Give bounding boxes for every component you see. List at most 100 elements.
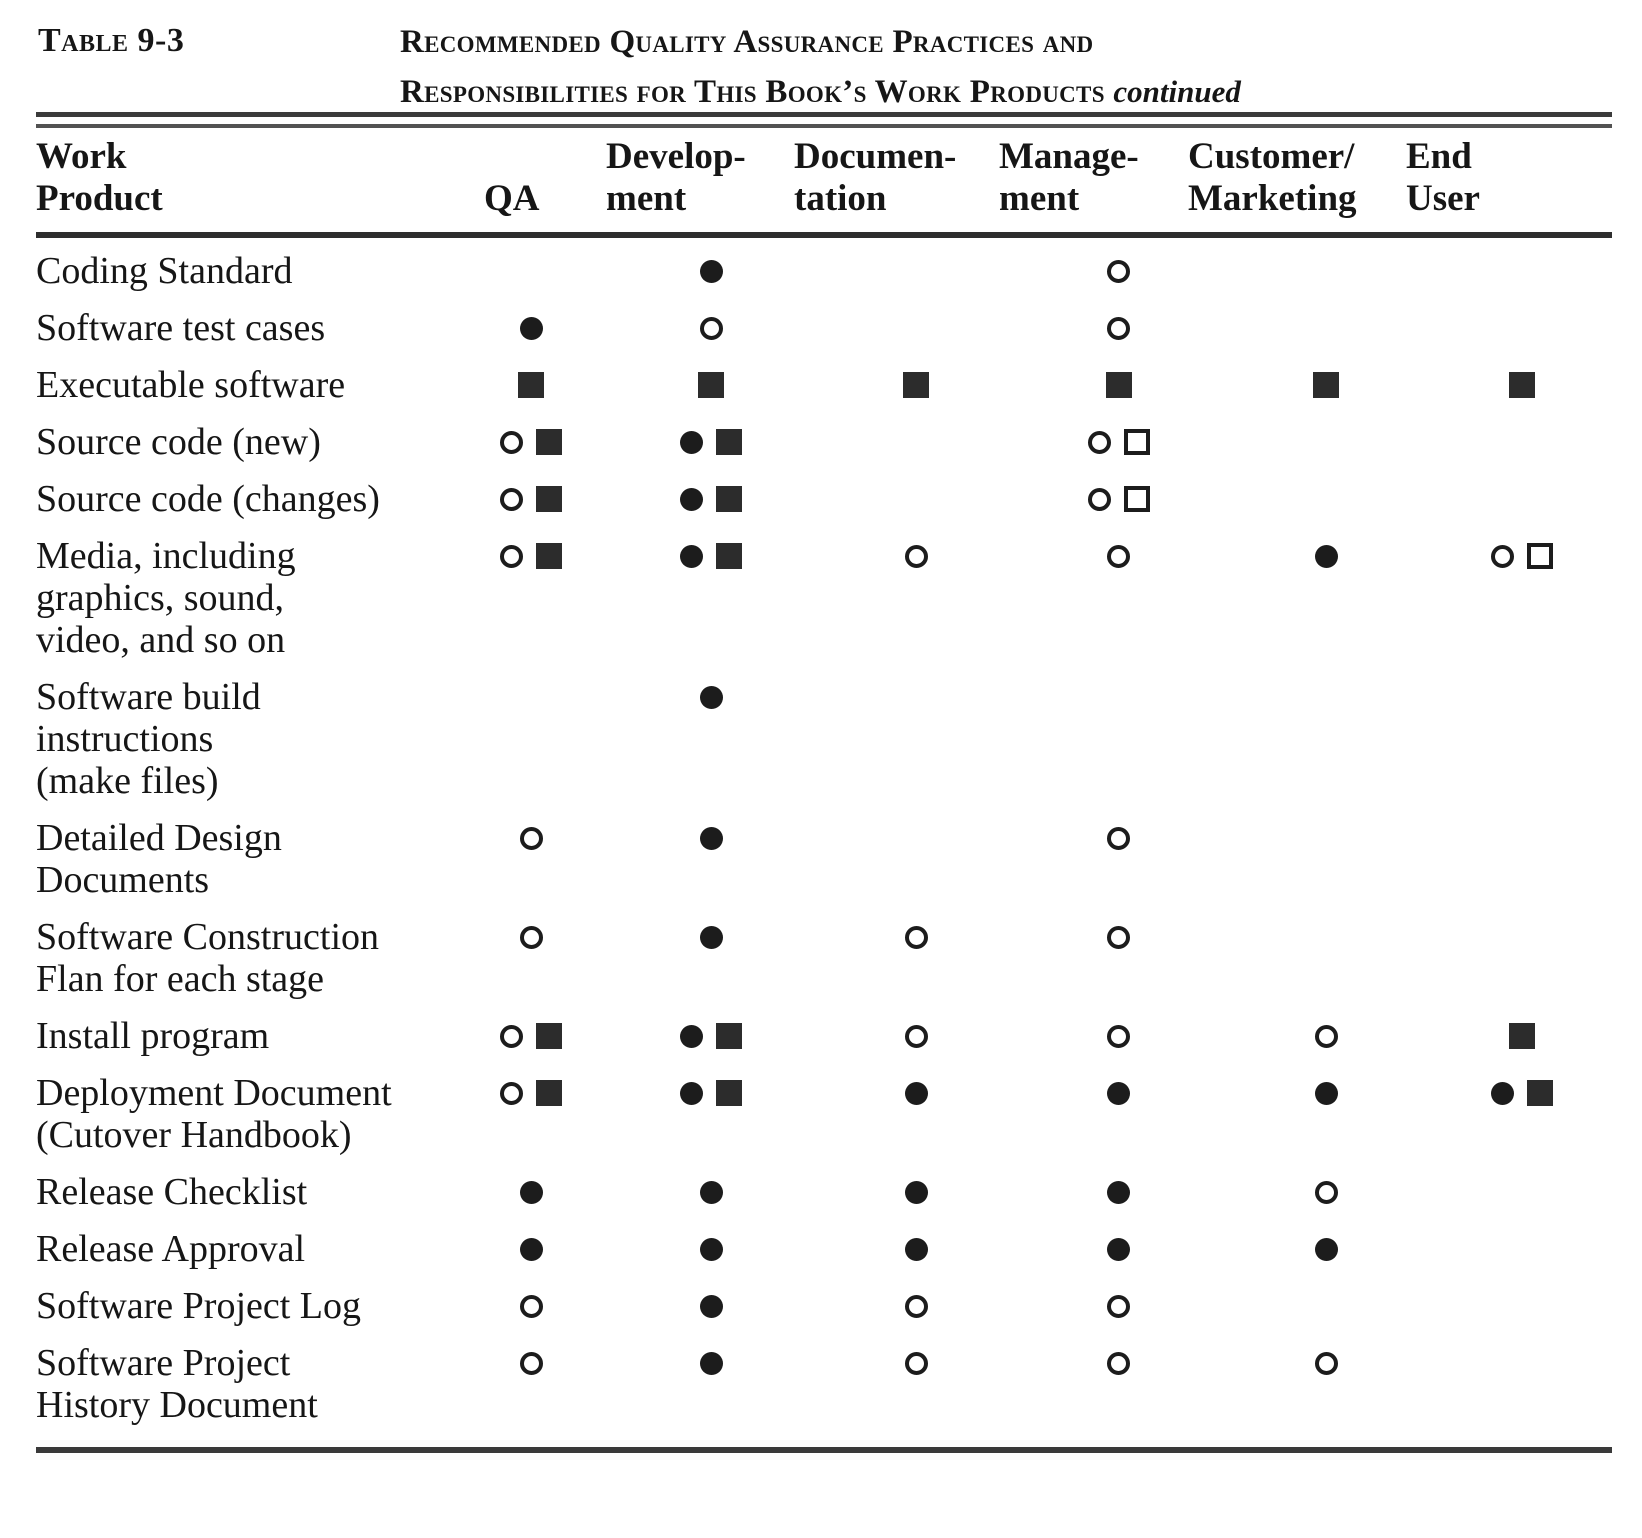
filled-circle-icon — [699, 1294, 723, 1318]
symbol-cell — [606, 916, 816, 958]
symbol-cell — [606, 1342, 816, 1384]
filled-square-icon — [716, 1023, 742, 1049]
symbol-cell — [816, 1228, 1016, 1270]
symbol-cell — [1221, 1342, 1431, 1384]
symbol-cell — [816, 817, 1016, 859]
table-row: Media, including graphics, sound, video,… — [36, 535, 1612, 661]
symbol-cell — [606, 307, 816, 349]
open-circle-icon — [1490, 544, 1514, 568]
filled-circle-icon — [1314, 1237, 1338, 1261]
row-label: Coding Standard — [36, 250, 293, 292]
filled-square-icon — [1313, 372, 1339, 398]
symbol-cell — [1016, 817, 1221, 859]
filled-circle-icon — [904, 1081, 928, 1105]
symbol-cell — [1016, 1285, 1221, 1327]
symbol-cell — [456, 676, 606, 718]
filled-circle-icon — [519, 316, 543, 340]
table-row: Software Project History Document — [36, 1342, 1612, 1426]
filled-square-icon — [1526, 1080, 1553, 1106]
symbol-cell — [456, 421, 606, 463]
symbol-cell — [456, 250, 606, 292]
row-label: Software test cases — [36, 307, 326, 349]
table-row: Detailed Design Documents — [36, 817, 1612, 901]
symbol-cell — [1016, 916, 1221, 958]
open-circle-icon — [519, 1351, 543, 1375]
row-label: Deployment Document (Cutover Handbook) — [36, 1072, 392, 1156]
symbol-cell — [606, 421, 816, 463]
row-label: Software Construction Flan for each stag… — [36, 916, 380, 1000]
column-header: Customer/ Marketing — [1188, 136, 1357, 219]
symbol-cell — [1431, 916, 1612, 958]
open-circle-icon — [519, 826, 543, 850]
symbol-cell — [456, 1228, 606, 1270]
symbol-cell — [1016, 1228, 1221, 1270]
symbol-cell — [1431, 1228, 1612, 1270]
filled-circle-icon — [904, 1180, 928, 1204]
filled-circle-icon — [699, 826, 723, 850]
symbol-cell — [816, 421, 1016, 463]
symbol-cell — [1221, 1228, 1431, 1270]
symbol-cell — [1016, 1342, 1221, 1384]
symbol-cell — [1431, 535, 1612, 577]
symbol-cell — [1016, 364, 1221, 406]
symbol-cell — [606, 535, 816, 577]
table-header-row: Work Product QA Develop- ment Documen- tati… — [36, 128, 1612, 232]
row-label: Release Approval — [36, 1228, 306, 1270]
qa-responsibilities-table: Work Product QA Develop- ment Documen- tati… — [36, 112, 1612, 1453]
symbol-cell — [1431, 676, 1612, 718]
header-separator-rule — [36, 232, 1612, 238]
symbol-cell — [1221, 1072, 1431, 1114]
symbol-cell — [816, 1072, 1016, 1114]
open-circle-icon — [1314, 1351, 1338, 1375]
column-header: Develop- ment — [606, 136, 746, 219]
symbol-cell — [1016, 1072, 1221, 1114]
filled-square-icon — [536, 1023, 562, 1049]
open-square-icon — [1123, 429, 1150, 455]
symbol-cell — [456, 916, 606, 958]
symbol-cell — [1221, 421, 1431, 463]
row-label: Software Project History Document — [36, 1342, 318, 1426]
symbol-cell — [456, 817, 606, 859]
row-label: Media, including graphics, sound, video,… — [36, 535, 296, 661]
row-label: Detailed Design Documents — [36, 817, 282, 901]
open-square-icon — [1526, 543, 1553, 569]
symbol-cell — [456, 307, 606, 349]
symbol-cell — [1431, 250, 1612, 292]
filled-circle-icon — [1490, 1081, 1514, 1105]
symbol-cell — [1431, 1285, 1612, 1327]
symbol-cell — [1221, 817, 1431, 859]
filled-circle-icon — [519, 1180, 543, 1204]
table-row: Software test cases — [36, 307, 1612, 349]
symbol-cell — [1016, 478, 1221, 520]
row-label: Executable software — [36, 364, 346, 406]
filled-circle-icon — [680, 1024, 703, 1048]
filled-square-icon — [698, 372, 724, 398]
filled-square-icon — [536, 486, 562, 512]
filled-circle-icon — [699, 1351, 723, 1375]
open-circle-icon — [519, 1294, 543, 1318]
table-row: Install program — [36, 1015, 1612, 1057]
symbol-cell — [606, 364, 816, 406]
symbol-cell — [456, 478, 606, 520]
open-circle-icon — [500, 430, 523, 454]
filled-square-icon — [536, 429, 562, 455]
filled-circle-icon — [680, 1081, 703, 1105]
open-circle-icon — [519, 925, 543, 949]
symbol-cell — [1431, 421, 1612, 463]
symbol-cell — [606, 1228, 816, 1270]
symbol-cell — [816, 535, 1016, 577]
table-title: Recommended Quality Assurance Practices … — [400, 18, 1400, 117]
open-circle-icon — [1107, 544, 1130, 568]
open-circle-icon — [904, 1351, 928, 1375]
symbol-cell — [816, 676, 1016, 718]
column-header: QA — [484, 178, 540, 219]
symbol-cell — [816, 307, 1016, 349]
filled-circle-icon — [699, 1180, 723, 1204]
symbol-cell — [606, 817, 816, 859]
symbol-cell — [456, 1171, 606, 1213]
filled-square-icon — [1105, 372, 1132, 398]
filled-square-icon — [716, 1080, 742, 1106]
open-circle-icon — [1107, 1294, 1130, 1318]
symbol-cell — [1431, 478, 1612, 520]
filled-circle-icon — [1107, 1180, 1130, 1204]
